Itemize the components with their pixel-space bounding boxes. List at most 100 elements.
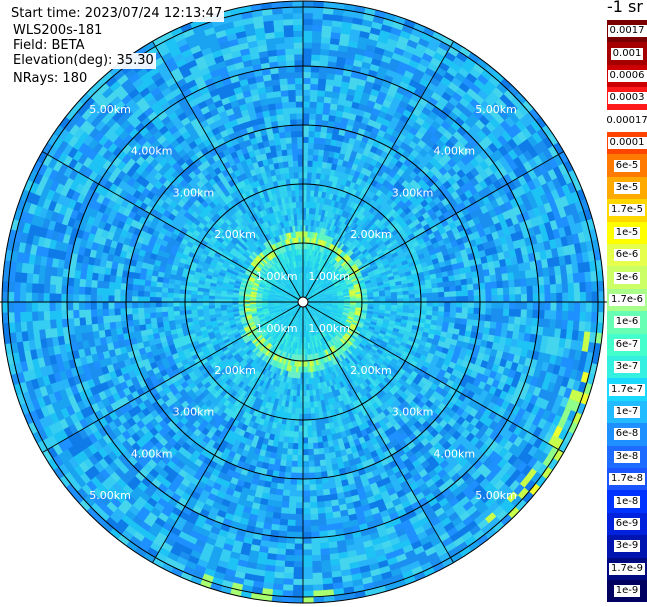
radar-cell — [307, 166, 313, 173]
radar-cell — [307, 148, 314, 156]
radar-cell — [167, 292, 174, 298]
radar-cell — [306, 407, 312, 415]
radar-cell — [402, 294, 410, 299]
radar-cell — [310, 407, 315, 415]
radar-cell — [397, 301, 404, 306]
radar-cell — [196, 301, 204, 306]
radar-cell — [461, 290, 469, 297]
radar-cell — [305, 378, 310, 385]
radar-cell — [313, 142, 320, 150]
radar-cell — [324, 452, 331, 460]
radar-cell — [167, 287, 175, 294]
radar-cell — [294, 419, 300, 427]
radar-cell — [438, 296, 445, 303]
radar-cell — [155, 296, 162, 303]
radar-cell — [292, 448, 299, 456]
radar-cell — [319, 459, 327, 467]
radar-cell — [431, 282, 439, 289]
radar-cell — [444, 301, 451, 308]
radar-cell — [286, 448, 293, 456]
radar-cell — [296, 219, 301, 226]
radar-cell — [302, 183, 308, 191]
radar-cell — [316, 436, 323, 444]
radar-cell — [302, 201, 307, 208]
radar-cell — [137, 290, 145, 297]
radar-cell — [310, 419, 317, 426]
radar-cell — [196, 294, 204, 299]
radar-cell — [302, 177, 308, 185]
radar-cell — [292, 207, 298, 215]
radar-cell — [190, 309, 198, 314]
radar-cell — [144, 317, 152, 325]
radar-cell — [297, 449, 304, 456]
radar-cell — [306, 195, 311, 203]
radar-cell — [149, 291, 157, 298]
radar-cell — [173, 288, 181, 294]
radar-cell — [461, 307, 469, 314]
radar-cell — [308, 142, 315, 150]
radar-cell — [145, 323, 153, 330]
radar-cell — [367, 296, 375, 300]
radar-cell — [173, 292, 180, 298]
radar-cell — [290, 184, 296, 191]
radar-cell — [139, 323, 147, 331]
radar-cell — [286, 184, 292, 192]
radar-cell — [459, 273, 467, 281]
radar-cell — [299, 213, 304, 220]
radar-cell — [426, 301, 434, 307]
radar-cell — [150, 322, 158, 329]
radar-cell — [299, 207, 304, 214]
radar-cell — [420, 297, 428, 303]
radar-cell — [307, 172, 313, 179]
radar-cell — [196, 305, 204, 310]
radar-cell — [302, 171, 308, 179]
radar-cell — [167, 306, 174, 312]
radar-cell — [302, 136, 310, 144]
radar-cell — [313, 148, 320, 156]
radar-cell — [455, 285, 463, 292]
radar-cell — [150, 317, 158, 324]
radar-cell — [302, 142, 309, 149]
radar-cell — [444, 296, 451, 303]
radar-cell — [298, 183, 304, 191]
radar-cell — [297, 154, 304, 161]
radar-cell — [292, 148, 299, 156]
radar-cell — [149, 296, 156, 303]
radar-cell — [292, 443, 299, 450]
radar-cell — [385, 295, 392, 300]
radar-cell — [450, 301, 457, 308]
radar-cell — [307, 425, 313, 432]
radar-cell — [292, 201, 297, 209]
radar-cell — [143, 296, 150, 303]
radar-cell — [282, 155, 289, 163]
radar-cell — [138, 318, 146, 326]
radar-cell — [295, 201, 300, 209]
radar-cell — [298, 407, 304, 415]
radar-cell — [143, 285, 151, 292]
radar-cell — [455, 312, 463, 319]
radar-cell — [432, 306, 439, 312]
radar-cell — [373, 296, 380, 300]
radar-cell — [178, 293, 186, 299]
radar-cell — [408, 297, 416, 303]
radar-cell — [291, 454, 298, 462]
radar-cell — [155, 291, 162, 298]
radar-cell — [461, 301, 469, 309]
radar-cell — [456, 301, 463, 308]
radar-cell — [299, 396, 304, 403]
radar-cell — [292, 160, 299, 167]
radar-cell — [448, 317, 456, 324]
radar-cell — [431, 287, 439, 294]
radar-cell — [220, 304, 227, 309]
radar-cell — [432, 301, 439, 307]
radar-cell — [437, 286, 445, 293]
radar-cell — [312, 160, 319, 168]
radar-cell — [318, 149, 325, 157]
radar-cell — [178, 305, 186, 311]
radar-cell — [425, 288, 433, 294]
radar-cell — [315, 424, 322, 432]
radar-cell — [302, 390, 307, 397]
radar-cell — [161, 306, 168, 313]
radar-cell — [298, 177, 304, 185]
